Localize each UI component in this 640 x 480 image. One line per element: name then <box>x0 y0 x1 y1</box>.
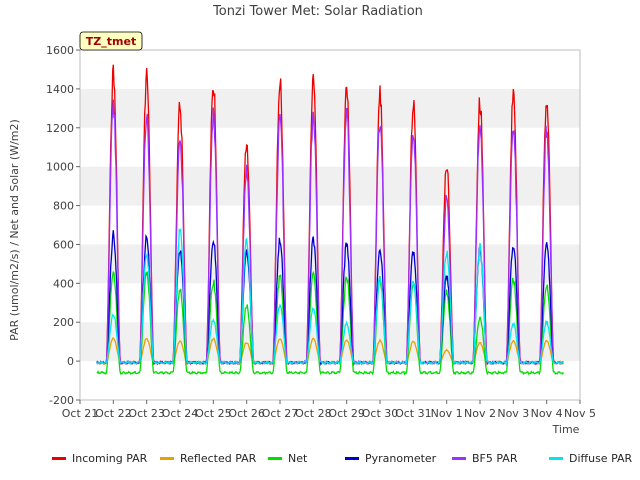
y-tick-label: 400 <box>53 277 74 290</box>
x-tick-label: Oct 26 <box>228 407 265 420</box>
x-tick-label: Oct 21 <box>62 407 99 420</box>
y-tick-label: 800 <box>53 200 74 213</box>
grid-band <box>80 166 580 206</box>
x-tick-label: Nov 5 <box>564 407 596 420</box>
grid-band <box>80 244 580 284</box>
legend-swatch <box>52 457 66 460</box>
x-tick-label: Oct 23 <box>128 407 165 420</box>
legend-item: Net <box>268 452 307 465</box>
y-axis-label: PAR (umol/m2/s) / Net and Solar (W/m2) <box>8 119 21 341</box>
grid-band <box>80 88 580 128</box>
x-tick-label: Oct 29 <box>328 407 365 420</box>
y-tick-label: 1000 <box>46 161 74 174</box>
plot-frame <box>79 49 581 401</box>
legend-label: Reflected PAR <box>180 452 257 465</box>
y-tick-label: 600 <box>53 238 74 251</box>
y-tick-label: -200 <box>49 394 74 407</box>
legend-label: Diffuse PAR <box>569 452 633 465</box>
y-tick-label: 0 <box>67 355 74 368</box>
chart-title: Tonzi Tower Met: Solar Radiation <box>212 4 423 19</box>
y-tick-label: 1600 <box>46 44 74 57</box>
legend-swatch <box>268 457 282 460</box>
legend-swatch <box>549 457 563 460</box>
y-axis: -200 0 200 400 600 800 1000 1200 1400 1600 <box>46 44 80 407</box>
series-line-net <box>96 270 564 376</box>
legend-item: Incoming PAR <box>52 452 147 465</box>
x-tick-label: Oct 24 <box>162 407 199 420</box>
x-tick-label: Oct 30 <box>362 407 399 420</box>
legend-label: Net <box>288 452 308 465</box>
x-tick-label: Oct 25 <box>195 407 232 420</box>
legend: Incoming PAR Reflected PAR Net Pyranometer B… <box>0 448 640 472</box>
y-tick-label: 1400 <box>46 83 74 96</box>
legend-swatch <box>452 457 466 460</box>
legend-label: Incoming PAR <box>72 452 148 465</box>
legend-label: Pyranometer <box>365 452 437 465</box>
series-line-diffuse-par <box>96 227 564 366</box>
legend-item: Diffuse PAR <box>549 452 632 465</box>
x-tick-label: Oct 31 <box>395 407 432 420</box>
x-tick-label: Oct 27 <box>262 407 299 420</box>
y-tick-label: 1200 <box>46 122 74 135</box>
x-tick-label: Oct 28 <box>295 407 332 420</box>
legend-item: Reflected PAR <box>160 452 256 465</box>
legend-label: BF5 PAR <box>472 452 518 465</box>
site-badge-box <box>79 31 143 51</box>
x-axis-label: Time <box>552 423 580 436</box>
x-tick-label: Oct 22 <box>95 407 132 420</box>
legend-swatch <box>160 457 174 460</box>
legend-item: Pyranometer <box>345 452 436 465</box>
site-badge: TZ_tmet <box>86 35 136 48</box>
series-layer <box>96 64 564 376</box>
plot-background <box>79 49 581 401</box>
legend-item: BF5 PAR <box>452 452 517 465</box>
x-tick-label: Nov 4 <box>531 407 563 420</box>
x-tick-label: Nov 3 <box>497 407 529 420</box>
grid-band <box>80 322 580 362</box>
y-tick-label: 200 <box>53 316 74 329</box>
legend-swatch <box>345 457 359 460</box>
x-tick-label: Nov 2 <box>464 407 496 420</box>
x-tick-label: Nov 1 <box>431 407 463 420</box>
